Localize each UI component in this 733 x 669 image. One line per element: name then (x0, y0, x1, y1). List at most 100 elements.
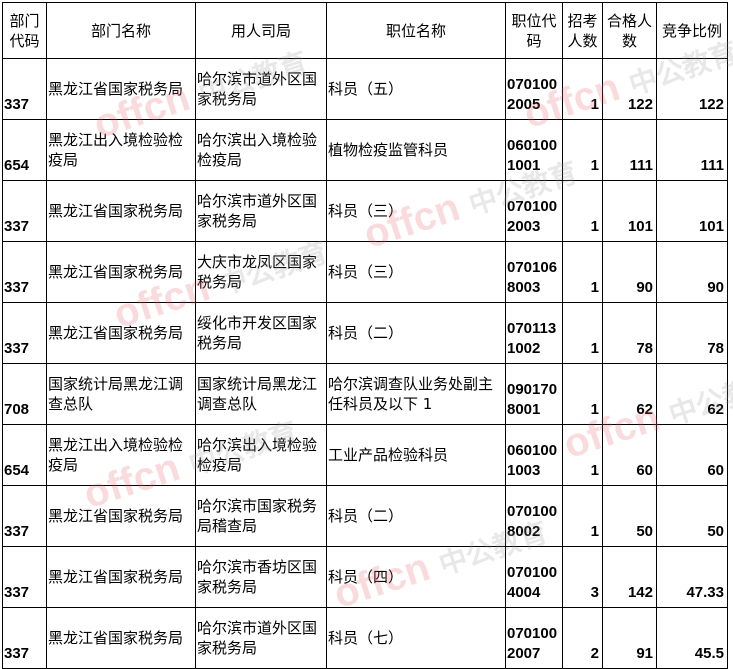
cell-dept-code: 337 (2, 546, 47, 608)
cell-bureau: 哈尔滨市道外区国家税务局 (195, 180, 327, 242)
cell-position-code: 0701002007 (505, 607, 563, 669)
header-qualified-count: 合格人数 (602, 2, 657, 59)
cell-recruit-count: 1 (562, 58, 603, 120)
cell-bureau: 国家统计局黑龙江调查总队 (195, 363, 327, 425)
cell-qualified-count: 90 (602, 241, 657, 303)
cell-dept-name: 黑龙江省国家税务局 (46, 180, 196, 242)
cell-recruit-count: 1 (562, 180, 603, 242)
cell-position-code: 0701008002 (505, 485, 563, 547)
cell-position-name: 植物检疫监管科员 (326, 119, 506, 181)
cell-dept-code: 337 (2, 241, 47, 303)
cell-ratio: 90 (656, 241, 728, 303)
cell-bureau: 哈尔滨市香坊区国家税务局 (195, 546, 327, 608)
cell-dept-code: 654 (2, 424, 47, 486)
cell-ratio: 101 (656, 180, 728, 242)
header-bureau: 用人司局 (195, 2, 327, 59)
cell-recruit-count: 1 (562, 485, 603, 547)
cell-ratio: 47.33 (656, 546, 728, 608)
cell-recruit-count: 2 (562, 607, 603, 669)
cell-ratio: 62 (656, 363, 728, 425)
cell-recruit-count: 1 (562, 119, 603, 181)
cell-position-code: 0701002005 (505, 58, 563, 120)
header-row: 部门代码 部门名称 用人司局 职位名称 职位代码 招考人数 合格人数 竞争比例 (2, 2, 728, 59)
cell-bureau: 哈尔滨出入境检验检疫局 (195, 424, 327, 486)
cell-qualified-count: 62 (602, 363, 657, 425)
cell-dept-name: 国家统计局黑龙江调查总队 (46, 363, 196, 425)
cell-dept-name: 黑龙江省国家税务局 (46, 485, 196, 547)
cell-position-name: 科员（四） (326, 546, 506, 608)
cell-dept-name: 黑龙江出入境检验检疫局 (46, 424, 196, 486)
cell-dept-code: 654 (2, 119, 47, 181)
header-position-name: 职位名称 (326, 2, 506, 59)
table-row: 337 黑龙江省国家税务局 绥化市开发区国家税务局 科员（二） 0701131002 1 7… (2, 302, 728, 364)
table-row: 337 黑龙江省国家税务局 哈尔滨市道外区国家税务局 科员（三） 0701002003 1… (2, 180, 728, 242)
cell-dept-name: 黑龙江省国家税务局 (46, 302, 196, 364)
cell-recruit-count: 1 (562, 424, 603, 486)
cell-bureau: 哈尔滨市国家税务局稽查局 (195, 485, 327, 547)
header-ratio: 竞争比例 (656, 2, 728, 59)
cell-qualified-count: 101 (602, 180, 657, 242)
cell-position-code: 0701002003 (505, 180, 563, 242)
cell-dept-name: 黑龙江省国家税务局 (46, 241, 196, 303)
cell-recruit-count: 1 (562, 302, 603, 364)
table-row: 654 黑龙江出入境检验检疫局 哈尔滨出入境检验检疫局 植物检疫监管科员 0601001… (2, 119, 728, 181)
cell-dept-code: 708 (2, 363, 47, 425)
table-row: 337 黑龙江省国家税务局 大庆市龙凤区国家税务局 科员（三） 0701068003 1 9… (2, 241, 728, 303)
cell-position-name: 科员（七） (326, 607, 506, 669)
cell-position-name: 科员（二） (326, 302, 506, 364)
cell-ratio: 78 (656, 302, 728, 364)
cell-bureau: 哈尔滨市道外区国家税务局 (195, 607, 327, 669)
cell-qualified-count: 78 (602, 302, 657, 364)
cell-dept-name: 黑龙江出入境检验检疫局 (46, 119, 196, 181)
header-dept-name: 部门名称 (46, 2, 196, 59)
cell-position-code: 0901708001 (505, 363, 563, 425)
cell-ratio: 50 (656, 485, 728, 547)
cell-position-name: 科员（三） (326, 241, 506, 303)
cell-recruit-count: 1 (562, 241, 603, 303)
cell-position-name: 科员（三） (326, 180, 506, 242)
cell-ratio: 122 (656, 58, 728, 120)
cell-position-name: 哈尔滨调查队业务处副主任科员及以下 1 (326, 363, 506, 425)
cell-qualified-count: 142 (602, 546, 657, 608)
cell-ratio: 60 (656, 424, 728, 486)
cell-bureau: 哈尔滨出入境检验检疫局 (195, 119, 327, 181)
cell-qualified-count: 60 (602, 424, 657, 486)
cell-dept-name: 黑龙江省国家税务局 (46, 607, 196, 669)
cell-dept-name: 黑龙江省国家税务局 (46, 546, 196, 608)
cell-dept-code: 337 (2, 180, 47, 242)
cell-position-code: 0701131002 (505, 302, 563, 364)
cell-position-name: 科员（五） (326, 58, 506, 120)
table-row: 337 黑龙江省国家税务局 哈尔滨市香坊区国家税务局 科员（四） 0701004004 3… (2, 546, 728, 608)
cell-dept-code: 337 (2, 485, 47, 547)
cell-qualified-count: 122 (602, 58, 657, 120)
cell-qualified-count: 50 (602, 485, 657, 547)
cell-qualified-count: 111 (602, 119, 657, 181)
cell-dept-code: 337 (2, 58, 47, 120)
cell-position-code: 0601001003 (505, 424, 563, 486)
cell-recruit-count: 1 (562, 363, 603, 425)
table-row: 337 黑龙江省国家税务局 哈尔滨市国家税务局稽查局 科员（二） 0701008002 1… (2, 485, 728, 547)
cell-position-name: 科员（二） (326, 485, 506, 547)
cell-qualified-count: 91 (602, 607, 657, 669)
header-dept-code: 部门代码 (2, 2, 47, 59)
cell-bureau: 哈尔滨市道外区国家税务局 (195, 58, 327, 120)
cell-recruit-count: 3 (562, 546, 603, 608)
table-row: 337 黑龙江省国家税务局 哈尔滨市道外区国家税务局 科员（七） 0701002007 2… (2, 607, 728, 669)
header-recruit-count: 招考人数 (562, 2, 603, 59)
cell-position-code: 0701068003 (505, 241, 563, 303)
cell-ratio: 45.5 (656, 607, 728, 669)
cell-position-code: 0701004004 (505, 546, 563, 608)
table-row: 708 国家统计局黑龙江调查总队 国家统计局黑龙江调查总队 哈尔滨调查队业务处副主任科… (2, 363, 728, 425)
cell-bureau: 大庆市龙凤区国家税务局 (195, 241, 327, 303)
cell-dept-name: 黑龙江省国家税务局 (46, 58, 196, 120)
header-position-code: 职位代码 (505, 2, 563, 59)
cell-dept-code: 337 (2, 302, 47, 364)
cell-position-code: 0601001001 (505, 119, 563, 181)
cell-position-name: 工业产品检验科员 (326, 424, 506, 486)
cell-dept-code: 337 (2, 607, 47, 669)
cell-bureau: 绥化市开发区国家税务局 (195, 302, 327, 364)
table-row: 337 黑龙江省国家税务局 哈尔滨市道外区国家税务局 科员（五） 0701002005 1… (2, 58, 728, 120)
table-row: 654 黑龙江出入境检验检疫局 哈尔滨出入境检验检疫局 工业产品检验科员 0601001… (2, 424, 728, 486)
cell-ratio: 111 (656, 119, 728, 181)
